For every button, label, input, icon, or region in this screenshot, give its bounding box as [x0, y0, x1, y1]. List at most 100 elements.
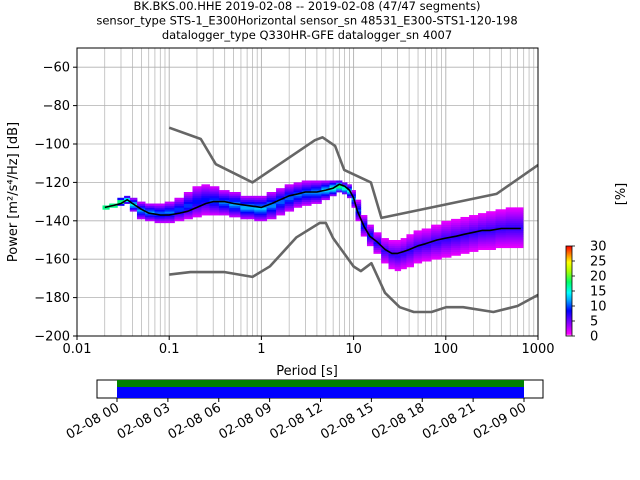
heatmap-cell [431, 224, 442, 227]
heatmap-cell [441, 234, 452, 237]
heatmap-cell [284, 209, 295, 212]
heatmap-cell [413, 257, 423, 260]
heatmap-cell [441, 232, 452, 235]
heatmap-cell [469, 245, 479, 249]
heatmap-cell [321, 195, 330, 199]
heatmap-cell [209, 197, 220, 201]
heatmap-cell [201, 211, 210, 214]
heatmap-cell [505, 240, 516, 243]
heatmap-cell [478, 234, 487, 237]
heatmap-cell [469, 241, 479, 245]
heatmap-cell [400, 243, 407, 247]
heatmap-cell [373, 234, 382, 237]
heatmap-cell [486, 226, 496, 229]
heatmap-cell [276, 201, 286, 204]
heatmap-cell [293, 182, 303, 185]
heatmap-cell [192, 201, 202, 204]
heatmap-cell [400, 259, 407, 262]
heatmap-cell [351, 203, 356, 206]
heatmap-cell [400, 257, 407, 260]
heatmap-cell [451, 243, 461, 247]
heatmap-cell [478, 218, 487, 222]
heatmap-cell [478, 213, 487, 216]
heatmap-cell [381, 241, 389, 245]
heatmap-cell [413, 249, 423, 252]
heatmap-cell [421, 232, 432, 235]
heatmap-cell [486, 230, 496, 233]
heatmap-cell [469, 228, 479, 231]
heatmap-cell [311, 197, 322, 201]
heatmap-cell [201, 213, 210, 216]
heatmap-cell [174, 197, 185, 201]
heatmap-cell [421, 253, 432, 256]
heatmap-cell [451, 249, 461, 252]
heatmap-cell [460, 218, 470, 222]
heatmap-cell [209, 192, 220, 195]
heatmap-cell [486, 234, 496, 237]
heatmap-cell [469, 247, 479, 250]
heatmap-cell [201, 193, 210, 197]
heatmap-cell [406, 241, 414, 245]
heatmap-cell [381, 245, 389, 249]
heatmap-cell [284, 192, 295, 195]
heatmap-cell [145, 218, 155, 222]
heatmap-cell [174, 209, 185, 212]
heatmap-cell [355, 205, 362, 208]
heatmap-cell [201, 190, 210, 193]
heatmap-cell [129, 207, 138, 210]
heatmap-cell [460, 236, 470, 239]
heatmap-cell [254, 195, 268, 199]
heatmap-cell [355, 209, 362, 212]
heatmap-cell [218, 195, 230, 199]
heatmap-cell [129, 197, 138, 201]
heatmap-cell [515, 213, 524, 216]
heatmap-cell [413, 251, 423, 254]
heatmap-cell [109, 205, 118, 208]
heatmap-cell [321, 197, 330, 201]
heatmap-cell [413, 234, 423, 237]
heatmap-cell [441, 255, 452, 258]
heatmap-cell [486, 243, 496, 247]
heatmap-cell [366, 228, 374, 231]
heatmap-cell [515, 211, 524, 214]
heatmap-cell [381, 255, 389, 258]
heatmap-cell [394, 240, 402, 243]
heatmap-cell [284, 186, 295, 189]
timeline-tick-label: 02-08 12 [267, 400, 325, 442]
heatmap-cell [240, 213, 255, 216]
heatmap-cell [218, 211, 230, 214]
heatmap-cell [505, 216, 516, 220]
heatmap-cell [515, 245, 524, 249]
heatmap-cell [478, 230, 487, 233]
heatmap-cell [321, 190, 330, 193]
heatmap-cell [394, 257, 402, 260]
heatmap-cell [183, 197, 193, 201]
heatmap-cell [192, 197, 202, 201]
heatmap-cell [495, 228, 507, 231]
mean-psd-line [104, 183, 521, 255]
heatmap-cell [192, 207, 202, 210]
heatmap-cell [174, 199, 185, 202]
heatmap-cell [505, 238, 516, 241]
heatmap-cell [201, 197, 210, 201]
psd-heatmap [102, 180, 524, 272]
heatmap-cell [293, 205, 303, 208]
x-tick-label: 100 [433, 342, 458, 357]
heatmap-cell [495, 238, 507, 241]
heatmap-cell [515, 232, 524, 235]
heatmap-cell [164, 203, 175, 206]
heatmap-cell [293, 188, 303, 191]
heatmap-cell [394, 255, 402, 258]
x-tick-label: 10 [345, 342, 362, 357]
timeline-used-segment [117, 380, 524, 387]
heatmap-cell [460, 230, 470, 233]
heatmap-cell [486, 220, 496, 224]
heatmap-cell [145, 209, 155, 212]
heatmap-cell [311, 195, 322, 199]
heatmap-cell [218, 197, 230, 201]
heatmap-cell [431, 253, 442, 256]
heatmap-cell [145, 203, 155, 206]
heatmap-cell [431, 245, 442, 249]
